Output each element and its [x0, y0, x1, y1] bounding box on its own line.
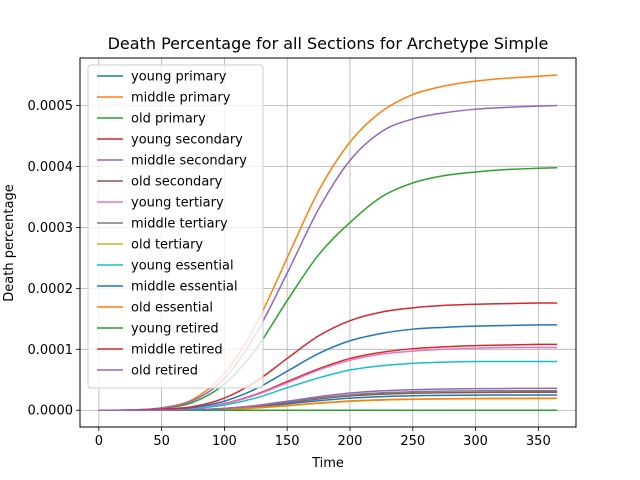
series-lines [98, 74, 558, 411]
x-axis-ticks: 0 50 100 150 200 250 300 350 [95, 427, 551, 449]
legend-label: young retired [131, 322, 219, 337]
plot-frame [79, 57, 577, 428]
series-line-middle-secondary [98, 104, 558, 411]
x-tick-label: 50 [153, 434, 170, 449]
y-tick-label: 0.0001 [28, 343, 74, 358]
y-tick-label: 0.0002 [28, 282, 74, 297]
legend-label: old secondary [131, 175, 223, 190]
legend-label: old essential [131, 301, 213, 316]
chart-title: Death Percentage for all Sections for Ar… [108, 34, 549, 53]
x-tick-label: 350 [526, 434, 551, 449]
series-line-old-primary [98, 166, 558, 411]
y-axis-label: Death percentage [2, 184, 17, 301]
x-tick-label: 0 [95, 434, 103, 449]
legend: young primary middle primary old primary yo… [87, 64, 264, 389]
legend-label: young secondary [131, 133, 243, 148]
legend-label: young primary [131, 70, 227, 85]
legend-label: middle retired [131, 343, 223, 358]
legend-label: young tertiary [131, 196, 224, 211]
legend-label: old primary [131, 112, 206, 127]
y-tick-label: 0.0004 [28, 160, 74, 175]
x-tick-label: 300 [463, 434, 488, 449]
series-line-old-retired [98, 387, 558, 411]
x-axis-label: Time [311, 456, 344, 471]
y-axis-ticks: 0.0000 0.0001 0.0002 0.0003 0.0004 0.0005 [28, 99, 80, 419]
legend-label: middle tertiary [131, 217, 228, 232]
series-line-middle-retired [98, 302, 558, 411]
y-tick-label: 0.0005 [28, 99, 74, 114]
legend-label: young essential [131, 259, 234, 274]
legend-label: middle essential [131, 280, 238, 295]
x-tick-label: 200 [338, 434, 363, 449]
y-tick-label: 0.0003 [28, 221, 74, 236]
x-tick-label: 100 [212, 434, 237, 449]
y-tick-label: 0.0000 [28, 404, 74, 419]
legend-label: old retired [131, 364, 198, 379]
legend-items: young primary middle primary old primary yo… [97, 70, 247, 379]
legend-label: middle primary [131, 91, 231, 106]
x-tick-label: 150 [275, 434, 300, 449]
legend-box [87, 64, 264, 389]
legend-label: middle secondary [131, 154, 247, 169]
x-tick-label: 250 [400, 434, 425, 449]
legend-label: old tertiary [131, 238, 203, 253]
